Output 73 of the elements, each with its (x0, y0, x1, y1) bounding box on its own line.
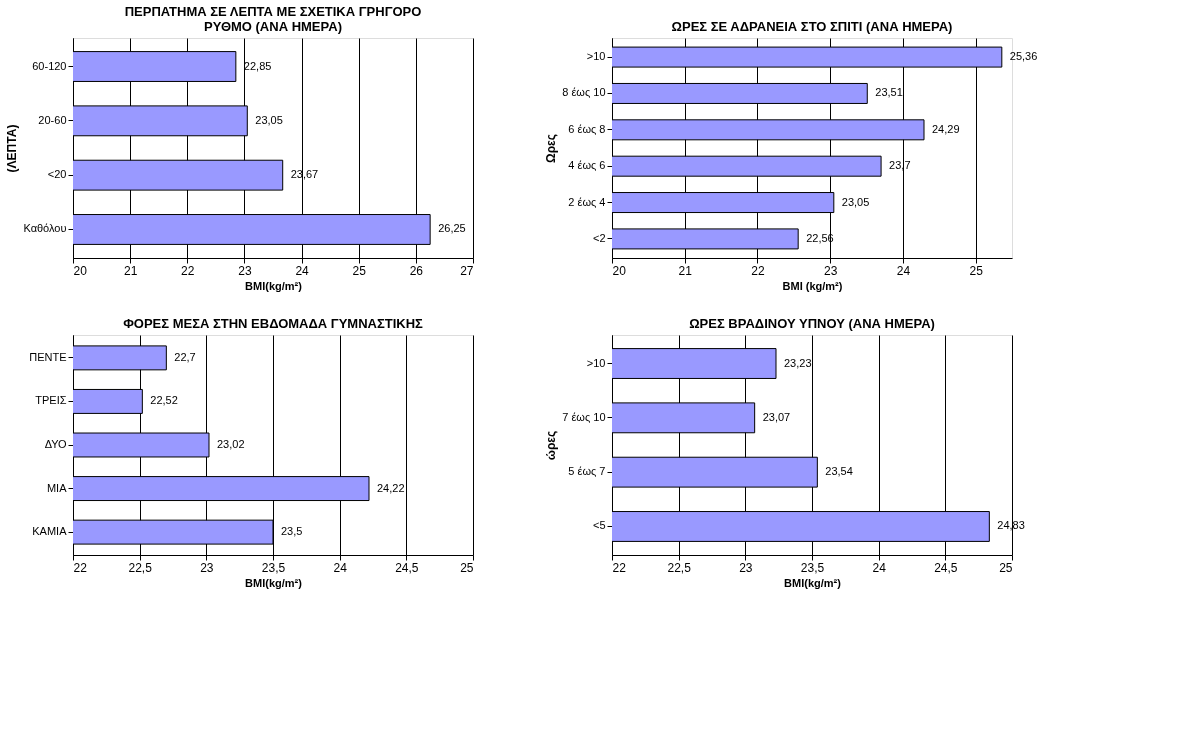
y-tick-label: 6 έως 8 (568, 122, 606, 135)
x-tick-label: 25 (460, 560, 474, 575)
data-label: 24,29 (932, 122, 960, 135)
data-label: 23,07 (762, 410, 791, 423)
x-tick-label: 22 (181, 263, 195, 278)
x-tick-label: 21 (678, 263, 693, 278)
x-tick-label: 24,5 (395, 560, 419, 575)
data-label: 23,05 (255, 113, 283, 126)
x-tick-label: 23,5 (800, 560, 825, 575)
x-axis-title: BMI (kg/m²) (782, 279, 843, 292)
y-tick-label: 20-60 (38, 113, 67, 126)
x-tick-label: 23 (238, 263, 252, 278)
data-label: 23,54 (825, 465, 853, 478)
x-tick-label: 24 (872, 560, 887, 575)
y-tick-label: Καθόλου (23, 222, 67, 235)
x-tick-label: 25 (969, 263, 984, 278)
data-label: 24,22 (377, 481, 405, 494)
y-tick-label: ΠΕΝΤΕ (29, 350, 67, 363)
data-label: 25,36 (1009, 50, 1038, 63)
y-tick-label: ΔΥΟ (44, 438, 67, 450)
x-tick-label: 27 (460, 263, 474, 278)
x-tick-label: 25 (352, 263, 367, 278)
data-label: 23,5 (281, 525, 303, 538)
x-tick-label: 21 (123, 263, 138, 278)
x-tick-label: 22 (73, 560, 88, 575)
y-tick-label: >10 (586, 50, 606, 63)
y-axis-title: (ΛΕΠΤΑ) (5, 124, 20, 173)
x-tick-label: 25 (999, 560, 1013, 575)
chart-title: ΠΕΡΠΑΤΗΜΑ ΣΕ ΛΕΠΤΑ ΜΕ ΣΧΕΤΙΚΑ ΓΡΗΓΟΡΟ ΡΥΘΜΟ (ΑΝΑ ΗΜΕΡΑ) (124, 4, 422, 34)
x-tick-label: 24 (333, 560, 348, 575)
chart-title: ΩΡΕΣ ΣΕ ΑΔΡΑΝΕΙΑ ΣΤΟ ΣΠΙΤΙ (ΑΝΑ ΗΜΕΡΑ) (671, 19, 953, 34)
x-tick-label: 22,5 (667, 560, 692, 575)
x-tick-label: 20 (612, 263, 627, 278)
x-axis-title: BMI(kg/m²) (245, 576, 303, 589)
y-tick-label: ΜΙΑ (46, 481, 68, 494)
y-tick-label: 8 έως 10 (562, 86, 606, 99)
x-tick-label: 23 (824, 263, 838, 278)
data-label: 23,51 (875, 86, 903, 99)
y-tick-label: ΚΑΜΙΑ (32, 525, 68, 538)
x-tick-label: 20 (73, 263, 88, 278)
x-tick-label: 23 (739, 560, 753, 575)
data-label: 26,25 (438, 222, 466, 235)
x-tick-label: 22 (612, 560, 627, 575)
chart-title: ΩΡΕΣ ΒΡΑΔΙΝΟΥ ΥΠΝΟΥ (ΑΝΑ ΗΜΕΡΑ) (689, 316, 935, 331)
y-tick-label: <5 (592, 519, 606, 532)
y-axis-title: Ωρες (544, 134, 559, 163)
y-tick-label: <2 (592, 231, 606, 244)
data-label: 22,52 (150, 394, 178, 407)
x-tick-label: 24 (295, 263, 310, 278)
y-tick-label: <20 (47, 168, 67, 181)
x-tick-label: 23,5 (261, 560, 286, 575)
x-tick-label: 24 (896, 263, 911, 278)
x-tick-label: 22,5 (128, 560, 153, 575)
y-tick-label: 7 έως 10 (562, 410, 606, 423)
data-label: 23,23 (784, 356, 812, 369)
y-tick-label: 2 έως 4 (568, 195, 606, 208)
y-tick-label: 4 έως 6 (568, 159, 606, 172)
y-axis-title: ώρες (544, 430, 559, 461)
y-tick-label: 60-120 (32, 59, 67, 72)
chart-title: ΦΟΡΕΣ ΜΕΣΑ ΣΤΗΝ ΕΒΔΟΜΑΔΑ ΓΥΜΝΑΣΤΙΚΗΣ (123, 316, 424, 331)
data-label: 22,7 (174, 350, 196, 363)
x-tick-label: 22 (751, 263, 765, 278)
data-label: 22,85 (243, 59, 272, 72)
x-tick-label: 24,5 (934, 560, 958, 575)
x-tick-label: 23 (200, 560, 214, 575)
y-tick-label: 5 έως 7 (568, 465, 606, 478)
y-tick-label: >10 (586, 356, 606, 369)
data-label: 23,02 (217, 438, 245, 450)
x-tick-label: 26 (409, 263, 424, 278)
x-axis-title: BMI(kg/m²) (245, 279, 303, 292)
data-label: 23,05 (841, 195, 870, 208)
y-tick-label: ΤΡΕΙΣ (35, 394, 67, 407)
x-axis-title: BMI(kg/m²) (784, 576, 842, 589)
